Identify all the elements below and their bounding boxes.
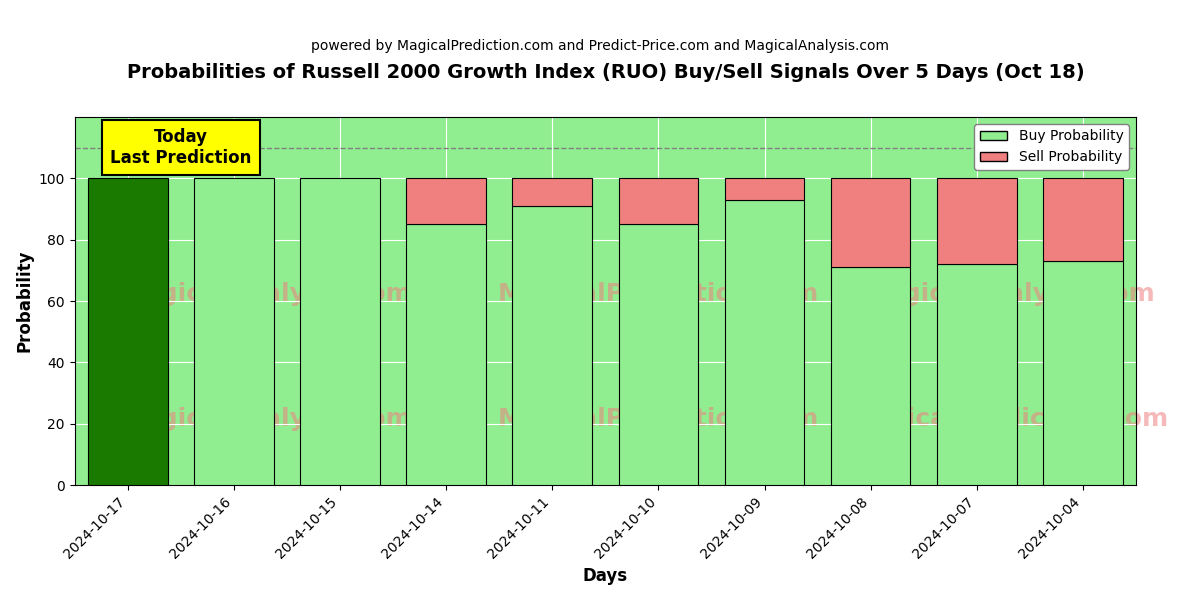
Text: MagicalAnalysis.com: MagicalAnalysis.com <box>119 407 413 431</box>
Bar <box>830 267 911 485</box>
Bar <box>407 224 486 485</box>
Bar <box>407 178 486 224</box>
Text: MagicalPrediction.com: MagicalPrediction.com <box>498 281 820 305</box>
Bar <box>88 178 168 485</box>
Text: MagicalAnalysis.com: MagicalAnalysis.com <box>862 281 1156 305</box>
Bar <box>300 178 379 485</box>
Text: MagicalPrediction.com: MagicalPrediction.com <box>498 407 820 431</box>
Bar <box>830 178 911 267</box>
Text: MagicalPrediction.com: MagicalPrediction.com <box>848 407 1169 431</box>
Bar <box>725 200 804 485</box>
Text: MagicalAnalysis.com: MagicalAnalysis.com <box>119 281 413 305</box>
X-axis label: Days: Days <box>583 567 628 585</box>
Title: Probabilities of Russell 2000 Growth Index (RUO) Buy/Sell Signals Over 5 Days (O: Probabilities of Russell 2000 Growth Ind… <box>126 63 1084 82</box>
Legend: Buy Probability, Sell Probability: Buy Probability, Sell Probability <box>974 124 1129 170</box>
Bar <box>937 178 1016 264</box>
Text: Today
Last Prediction: Today Last Prediction <box>110 128 252 167</box>
Y-axis label: Probability: Probability <box>16 250 34 352</box>
Bar <box>512 178 592 206</box>
Bar <box>1043 261 1123 485</box>
Bar <box>937 264 1016 485</box>
Text: powered by MagicalPrediction.com and Predict-Price.com and MagicalAnalysis.com: powered by MagicalPrediction.com and Pre… <box>311 39 889 53</box>
Bar <box>512 206 592 485</box>
Bar <box>1043 178 1123 261</box>
Bar <box>194 178 274 485</box>
Bar <box>618 178 698 224</box>
Bar <box>618 224 698 485</box>
Bar <box>725 178 804 200</box>
